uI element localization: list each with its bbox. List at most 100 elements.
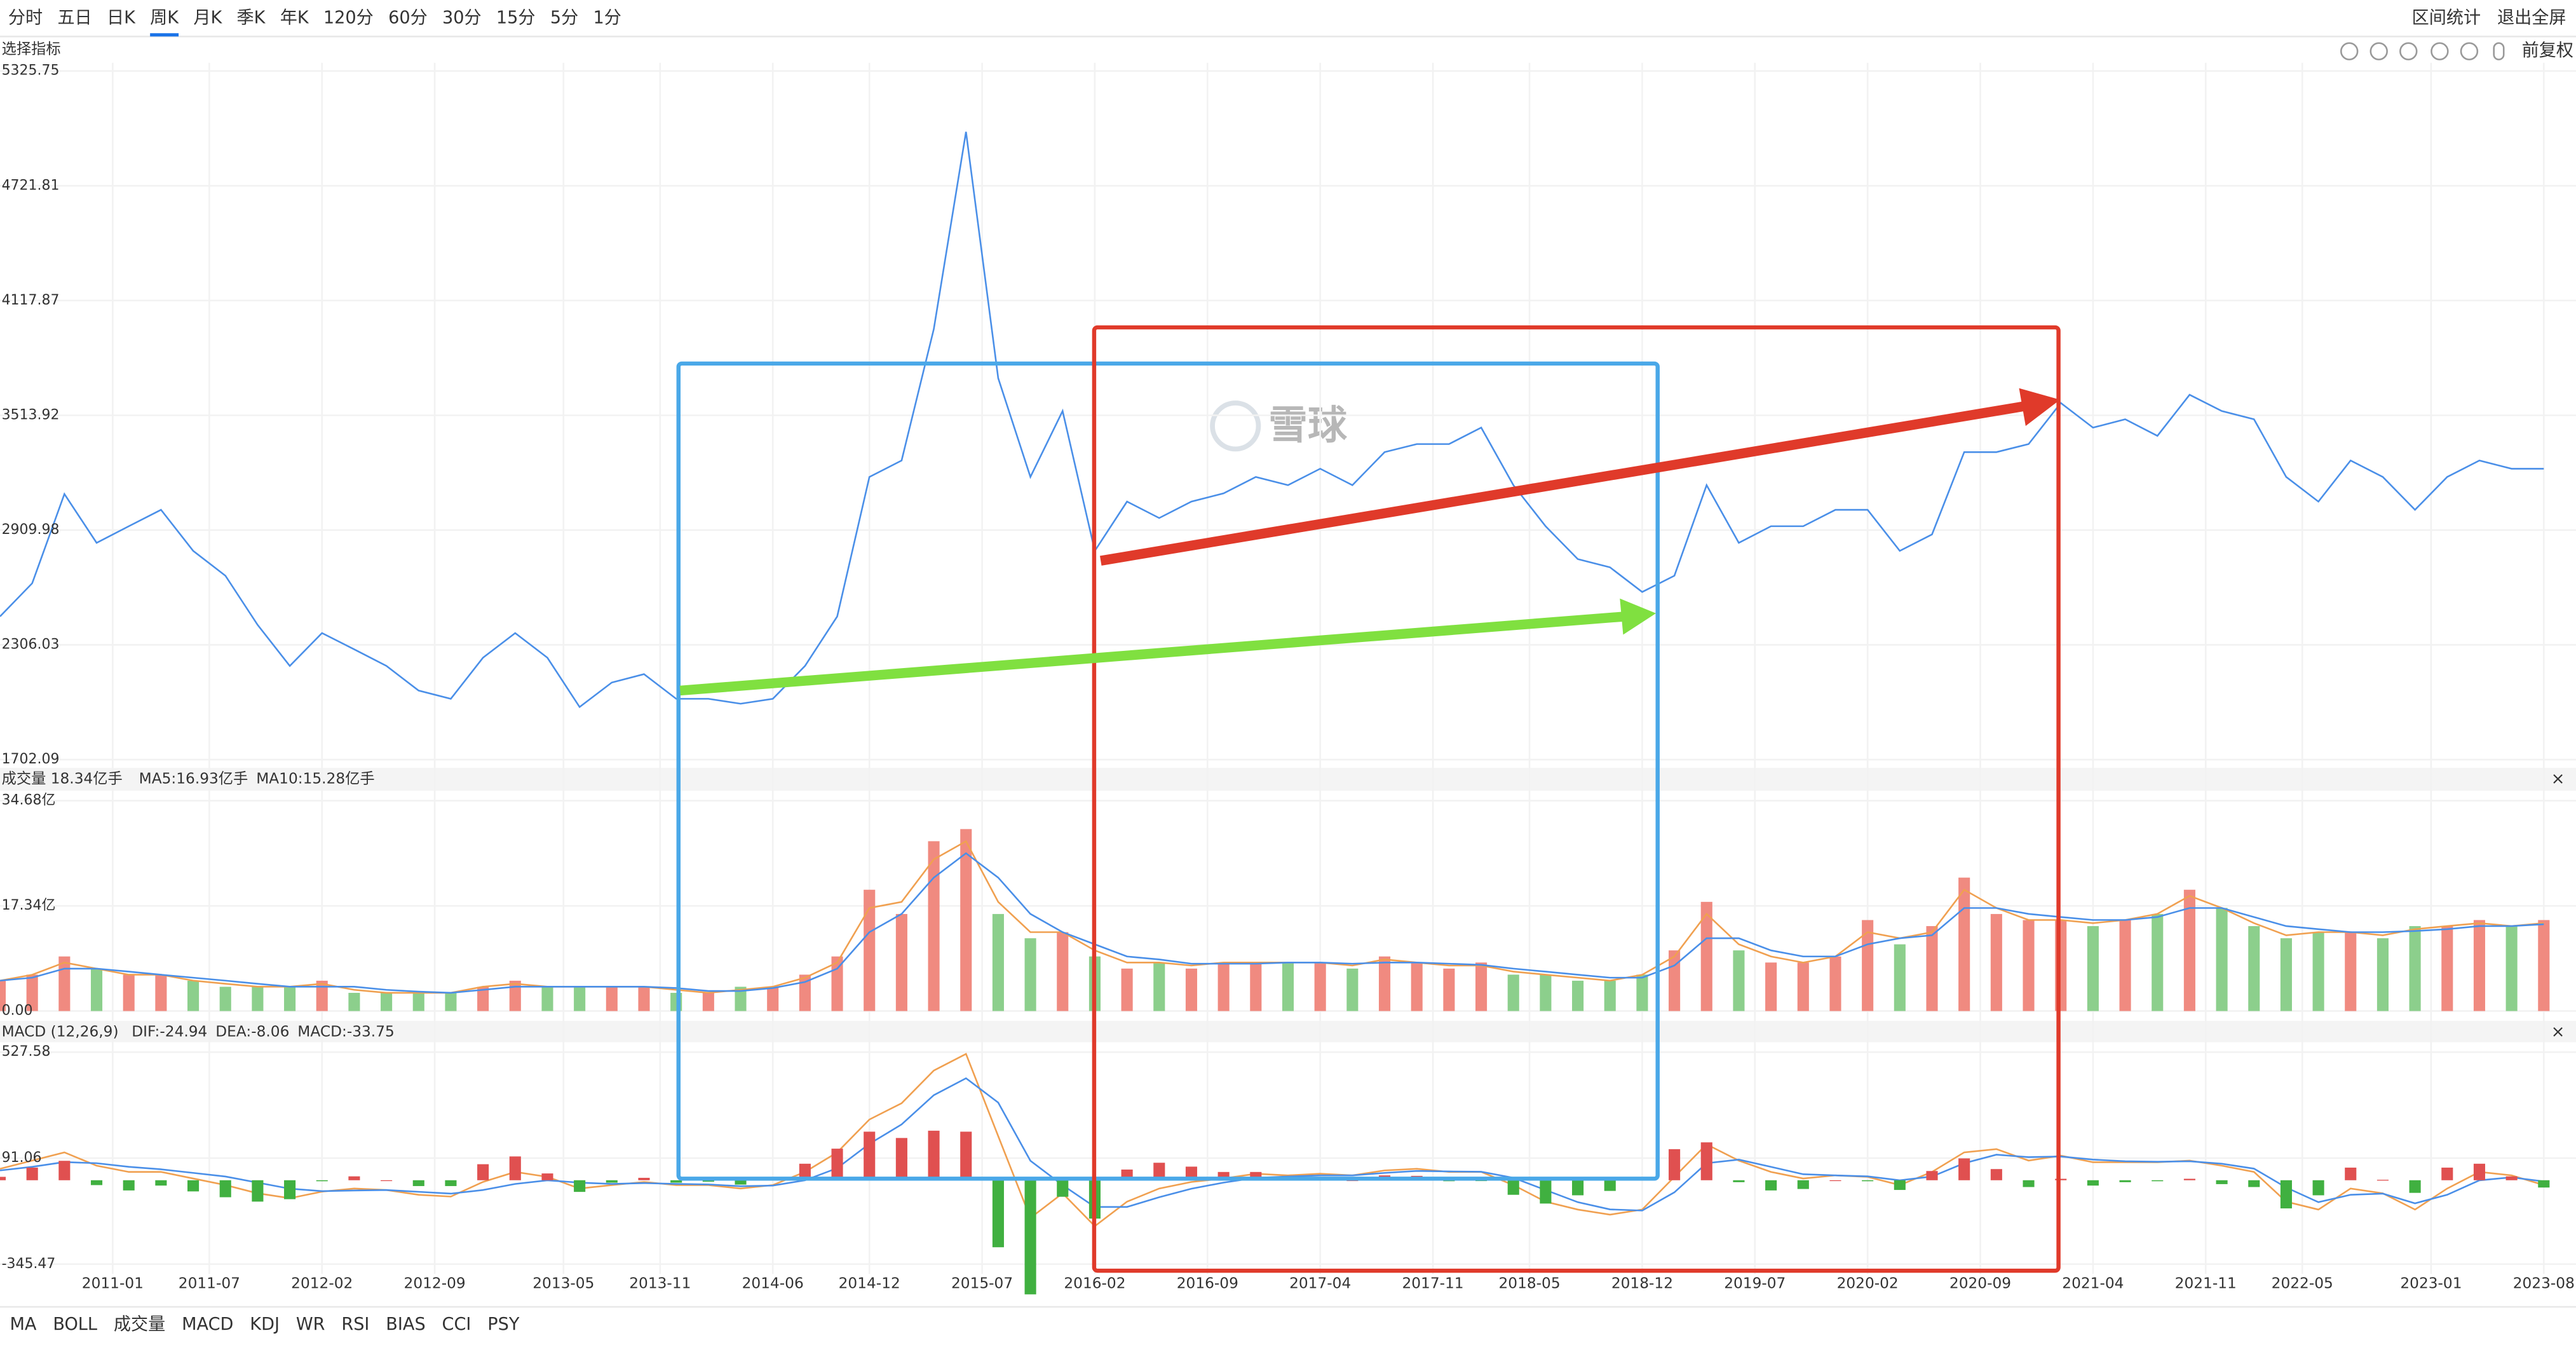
panel-title: MACD (12,26,9)	[2, 1023, 119, 1041]
bar	[90, 968, 103, 1011]
bar	[381, 992, 393, 1011]
bar	[2441, 926, 2453, 1011]
indicator-tab[interactable]: KDJ	[250, 1314, 280, 1334]
x-tick-label: 2022-05	[2272, 1274, 2333, 1292]
period-tab[interactable]: 60分	[388, 8, 428, 27]
bar	[574, 987, 586, 1011]
highlight-box-blue	[676, 361, 1660, 1181]
bar	[445, 992, 457, 1011]
bar	[2055, 1178, 2067, 1180]
indicator-tab[interactable]: BIAS	[386, 1314, 425, 1334]
bar	[638, 987, 650, 1011]
bar	[509, 1156, 521, 1180]
bar	[1185, 968, 1198, 1011]
bar	[1958, 877, 1970, 1011]
bar	[1862, 920, 1874, 1011]
x-tick-label: 2015-07	[951, 1274, 1013, 1292]
bar	[155, 1180, 167, 1186]
indicator-tab[interactable]: 成交量	[114, 1314, 165, 1334]
bar	[992, 1180, 1004, 1248]
bar	[1926, 926, 1938, 1011]
bar	[799, 974, 811, 1011]
bar	[2023, 1180, 2035, 1187]
indicator-tab[interactable]: RSI	[341, 1314, 369, 1334]
indicator-tab[interactable]: BOLL	[53, 1314, 97, 1334]
indicator-tab[interactable]: CCI	[442, 1314, 471, 1334]
bar	[606, 1180, 618, 1183]
bar	[1507, 974, 1519, 1011]
bar	[1314, 962, 1326, 1011]
x-tick-label: 2011-01	[82, 1274, 144, 1292]
plot	[0, 62, 2576, 1295]
period-tab[interactable]: 季K	[237, 8, 266, 27]
action-link[interactable]: 区间统计	[2412, 8, 2481, 27]
bar	[348, 1176, 360, 1180]
icon-left[interactable]	[2430, 42, 2449, 60]
watermark-logo	[1210, 400, 1261, 452]
bar	[123, 974, 135, 1011]
indicator-tab[interactable]: PSY	[487, 1314, 520, 1334]
bar	[1217, 962, 1230, 1011]
icon-toggle[interactable]	[2493, 42, 2505, 60]
period-tab[interactable]: 1分	[593, 8, 621, 27]
highlight-box-red	[1092, 325, 2061, 1273]
bar	[2312, 932, 2324, 1011]
icon-zoom-in[interactable]	[2369, 42, 2388, 60]
indicator-select[interactable]: 选择指标	[2, 41, 61, 58]
y-tick-label: 2306.03	[2, 636, 60, 652]
bar	[1733, 1180, 1745, 1182]
icon-undo[interactable]	[2340, 42, 2359, 60]
bar	[26, 1167, 38, 1180]
period-tab[interactable]: 5分	[550, 8, 578, 27]
period-tab[interactable]: 日K	[107, 8, 136, 27]
indicator-tab[interactable]: WR	[296, 1314, 325, 1334]
period-tab[interactable]: 年K	[280, 8, 309, 27]
period-tab[interactable]: 周K	[150, 8, 179, 27]
arrowhead-green	[1620, 598, 1657, 635]
bar	[574, 1180, 586, 1192]
close-macd[interactable]: ×	[2551, 1023, 2565, 1042]
indicator-tab[interactable]: MACD	[182, 1314, 233, 1334]
action-link[interactable]: 退出全屏	[2497, 8, 2566, 27]
x-tick-label: 2014-06	[742, 1274, 804, 1292]
bar	[58, 1161, 71, 1180]
bar	[155, 974, 167, 1011]
bar	[187, 980, 200, 1011]
bar	[2280, 938, 2292, 1011]
bar	[477, 987, 489, 1011]
period-tab[interactable]: 30分	[442, 8, 482, 27]
x-tick-label: 2013-11	[629, 1274, 691, 1292]
period-tab[interactable]: 120分	[323, 8, 374, 27]
x-tick-label: 2017-11	[1402, 1274, 1463, 1292]
bar	[1024, 1180, 1036, 1295]
adjust-toggle[interactable]: 前复权	[2522, 41, 2573, 60]
bar	[928, 1130, 940, 1180]
bar	[2087, 1180, 2099, 1186]
bar	[799, 1163, 811, 1180]
period-tab[interactable]: 分时	[8, 8, 43, 27]
period-tab[interactable]: 月K	[193, 8, 222, 27]
bar	[606, 987, 618, 1011]
period-tab[interactable]: 五日	[57, 8, 92, 27]
bar	[2216, 1180, 2228, 1184]
indicator-tab[interactable]: MA	[10, 1314, 37, 1334]
x-tick-label: 2012-09	[404, 1274, 466, 1292]
bar	[767, 987, 779, 1011]
bar	[1733, 950, 1745, 1011]
bar	[1765, 1180, 1777, 1191]
bar	[670, 1180, 682, 1183]
bar	[2345, 932, 2357, 1011]
period-tab[interactable]: 15分	[496, 8, 536, 27]
arrow-red	[1099, 401, 2025, 566]
bar	[2409, 926, 2421, 1011]
x-tick-label: 2014-12	[839, 1274, 900, 1292]
bar	[1540, 974, 1552, 1011]
bar	[864, 889, 876, 1011]
line-series	[0, 132, 2544, 709]
bar	[2312, 1180, 2324, 1196]
icon-zoom-out[interactable]	[2399, 42, 2418, 60]
icon-right[interactable]	[2460, 42, 2479, 60]
close-volume[interactable]: ×	[2551, 770, 2565, 789]
bar	[541, 987, 553, 1011]
y-tick-label: 34.68亿	[2, 793, 56, 809]
